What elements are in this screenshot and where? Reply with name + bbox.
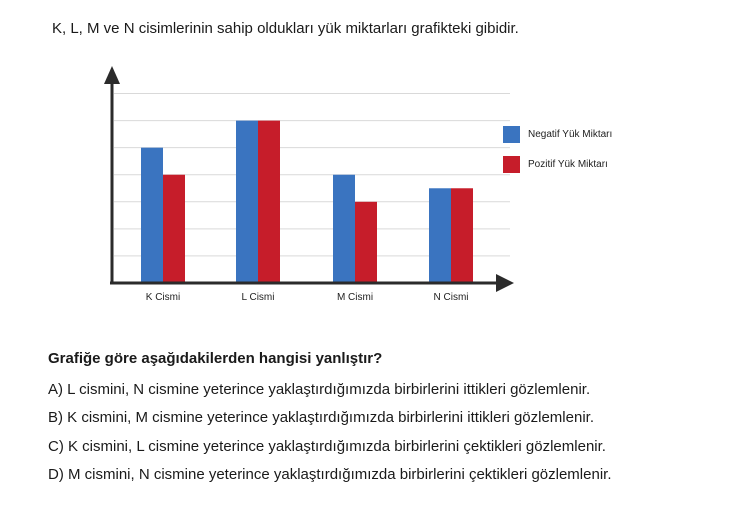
bar-k-cismi-negatif <box>141 147 163 283</box>
legend-label: Pozitif Yük Miktarı <box>528 159 608 170</box>
bar-k-cismi-pozitif <box>163 174 185 283</box>
option-c[interactable]: C) K cismini, L cismine yeterince yaklaş… <box>48 437 606 455</box>
x-tick-label: L Cismi <box>242 292 275 303</box>
option-b[interactable]: B) K cismini, M cismine yeterince yaklaş… <box>48 409 594 427</box>
legend-label: Negatif Yük Miktarı <box>528 129 612 140</box>
intro-text: K, L, M ve N cisimlerinin sahip olduklar… <box>52 20 519 37</box>
x-tick-labels: K Cismi L Cismi M Cismi N Cismi <box>146 292 469 303</box>
bar-m-cismi-negatif <box>333 174 355 283</box>
bar-m-cismi-pozitif <box>355 201 377 283</box>
x-axis-arrow <box>496 274 514 292</box>
x-tick-label: K Cismi <box>146 292 180 303</box>
chart-bars <box>141 120 473 283</box>
bar-n-cismi-negatif <box>429 188 451 283</box>
bar-l-cismi-pozitif <box>258 120 280 283</box>
option-a[interactable]: A) L cismini, N cismine yeterince yaklaş… <box>48 381 591 398</box>
x-tick-label: M Cismi <box>337 292 373 303</box>
answer-options: A) L cismini, N cismine yeterince yaklaş… <box>48 380 612 493</box>
y-axis-arrow <box>104 66 120 84</box>
legend-swatch <box>503 126 520 143</box>
legend-swatch <box>503 156 520 173</box>
bar-l-cismi-negatif <box>236 120 258 283</box>
option-d[interactable]: D) M cismini, N cismine yeterince yaklaş… <box>48 465 612 483</box>
x-tick-label: N Cismi <box>434 292 469 303</box>
question-text: Grafiğe göre aşağıdakilerden hangisi yan… <box>48 350 383 367</box>
bar-chart: K Cismi L Cismi M Cismi N Cismi Negatif Yük… <box>104 66 612 303</box>
bar-n-cismi-pozitif <box>451 188 473 283</box>
chart-legend: Negatif Yük Miktarı Pozitif Yük Miktarı <box>503 126 612 173</box>
chart-axes <box>104 66 514 292</box>
